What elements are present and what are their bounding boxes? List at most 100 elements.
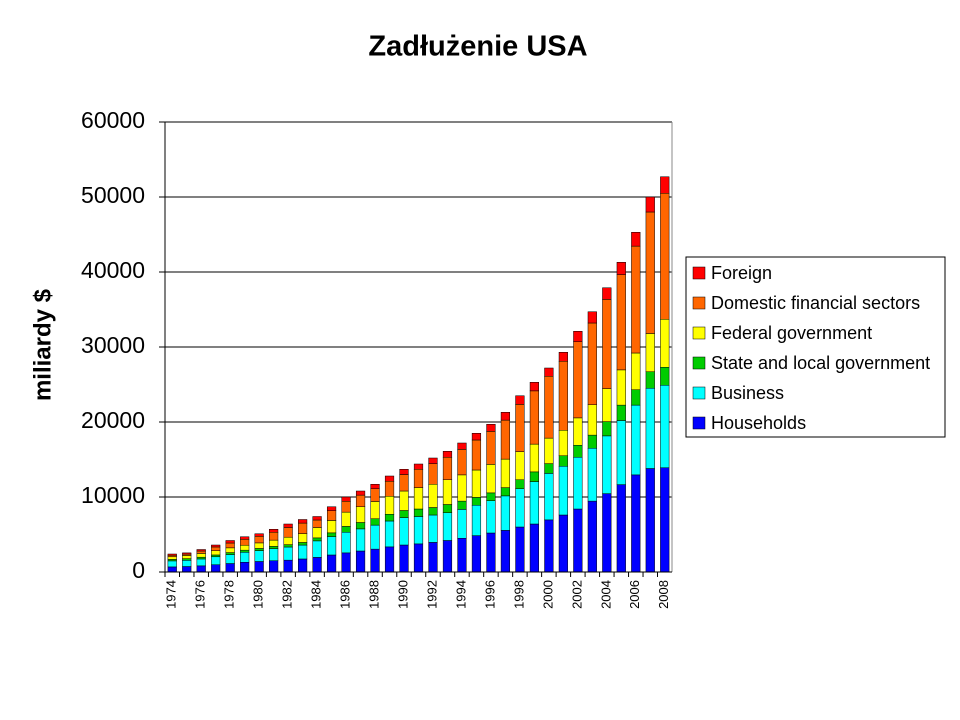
bar-segment [645,196,655,213]
bar-segment [196,556,206,560]
bar-segment [269,532,279,541]
bar-segment [529,481,539,525]
legend-swatch [692,416,706,430]
bar-segment [413,469,424,488]
y-tick-label: 60000 [81,107,145,133]
bar-segment [384,475,395,482]
bar-segment [616,274,626,371]
legend-swatch [692,296,706,310]
legend-label: Business [711,383,784,403]
bar-segment [269,548,279,561]
bar-segment [587,448,597,502]
y-tick-label: 20000 [81,407,145,433]
bar-segment [211,550,221,556]
bar-segment [645,333,655,372]
bar-segment [471,469,482,498]
bar-segment [558,466,568,516]
bar-segment [558,430,568,456]
bar-segment [515,404,525,452]
bar-segment [370,548,380,573]
legend-label: Foreign [711,263,772,283]
bar-segment [529,382,539,392]
legend-swatch [692,266,706,280]
bar-segment [457,509,467,539]
bar-segment [486,431,496,465]
bar-segment [225,542,235,549]
bar-segment [558,352,568,362]
bar-segment [413,508,424,517]
bar-segment [587,500,597,573]
bar-segment [355,550,366,573]
bar-segment [602,435,612,494]
bar-segment [529,471,539,482]
bar-segment [355,522,366,530]
bar-segment [515,479,525,489]
bar-segment [225,554,235,564]
bar-segment [544,463,554,474]
legend-label: Federal government [711,323,872,343]
bar-segment [370,524,380,550]
bar-segment [326,532,337,537]
bar-segment [645,468,655,573]
bar-segment [587,404,597,436]
bar-segment [312,557,322,573]
x-tick-label: 1992 [424,580,439,609]
bar-segment [573,457,583,510]
bar-segment [544,473,554,521]
bar-segment [298,542,308,546]
bar-segment [558,455,568,467]
bar-segment [384,520,395,548]
x-tick-label: 1988 [366,580,381,609]
bar-segment [442,457,453,480]
bar-segment [660,467,670,573]
bar-segment [413,543,424,573]
bar-segment [240,544,250,551]
y-tick-label: 0 [132,557,145,583]
bar-segment [602,493,612,573]
y-tick-label: 40000 [81,257,145,283]
bar-segment [269,529,279,533]
bar-segment [341,511,351,527]
bar-segment [558,514,568,573]
bar-segment [602,299,612,389]
bar-segment [167,556,177,560]
bar-segment [587,434,597,449]
bar-segment [182,555,192,559]
bar-segment [326,554,337,573]
bar-segment [211,546,221,551]
bar-segment [573,341,583,419]
bar-segment [500,495,511,531]
x-tick-label: 2006 [627,580,642,609]
x-tick-label: 1984 [309,580,324,609]
bar-segment [602,388,612,422]
bar-segment [413,487,424,510]
x-tick-label: 1990 [395,580,410,609]
bar-segment [341,501,351,513]
bar-segment [471,439,482,471]
bar-segment [616,369,626,406]
bar-segment [602,287,612,300]
bar-segment [211,564,221,573]
x-tick-label: 1980 [251,580,266,609]
bar-segment [370,501,380,519]
bar-segment [428,507,438,516]
bar-segment [341,496,351,502]
bar-segment [399,490,409,511]
bar-segment [544,519,554,573]
bar-segment [428,484,438,508]
legend-label: Domestic financial sectors [711,293,920,313]
bar-segment [399,517,409,546]
bar-segment [442,512,453,541]
y-tick-label: 50000 [81,182,145,208]
y-tick-label: 30000 [81,332,145,358]
bar-segment [500,458,511,488]
bar-segment [413,463,424,470]
bar-segment [167,566,177,573]
bar-segment [428,514,438,543]
x-tick-label: 1982 [280,580,295,609]
bar-segment [298,519,308,524]
bar-segment [587,311,597,324]
bar-segment [471,433,482,441]
bar-segment [515,395,525,405]
